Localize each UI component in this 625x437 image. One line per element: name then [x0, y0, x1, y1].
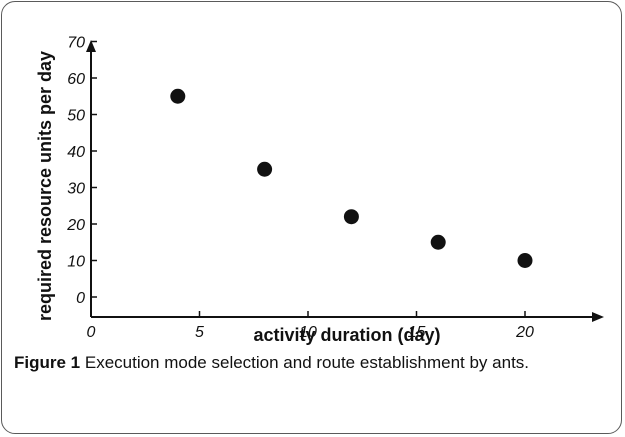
caption-label: Figure 1: [14, 353, 81, 372]
y-tick-label: 20: [66, 217, 85, 234]
data-point: [517, 253, 533, 268]
chart-ticks: 0 5 10 15 20 0 10 20 30 40 50 60 70: [66, 35, 534, 342]
data-point: [343, 209, 359, 225]
x-tick-label: 15: [408, 324, 426, 341]
data-point: [257, 161, 273, 177]
chart-axes: [86, 40, 604, 322]
data-point: [430, 234, 446, 250]
y-tick-label: 60: [67, 71, 85, 88]
x-tick-label: 5: [195, 324, 204, 341]
x-axis-arrow: [592, 312, 604, 322]
y-tick-label: 0: [76, 290, 85, 307]
caption-text: Execution mode selection and route estab…: [84, 353, 530, 372]
scatter-chart: 0 5 10 15 20 0 10 20 30 40 50 60 70 activity duratio…: [35, 35, 604, 345]
y-axis-arrow: [86, 40, 96, 52]
x-tick-label: 20: [515, 324, 534, 341]
y-tick-label: 30: [67, 181, 85, 198]
y-tick-label: 70: [67, 35, 85, 52]
chart-points: [170, 88, 533, 268]
figure-caption: Figure 1 Execution mode selection and ro…: [14, 349, 614, 377]
y-axis-title: required resource units per day: [35, 51, 55, 321]
x-tick-label: 10: [299, 324, 317, 341]
y-tick-label: 40: [67, 144, 85, 161]
x-tick-label: 0: [87, 324, 96, 341]
y-tick-label: 50: [67, 108, 85, 125]
x-axis-title: activity duration (day): [253, 325, 440, 345]
data-point: [170, 88, 186, 104]
y-tick-label: 10: [67, 254, 85, 271]
